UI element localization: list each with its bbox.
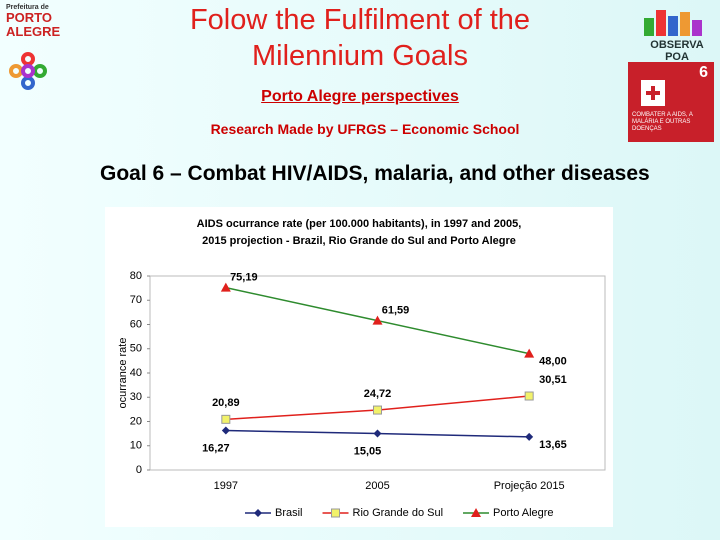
y-tick-label: 70 (130, 294, 142, 306)
legend-label: Rio Grande do Sul (353, 507, 444, 519)
logo-text: ALEGRE (6, 24, 61, 39)
logo-icon (9, 52, 47, 90)
x-tick-label: 1997 (214, 480, 238, 492)
data-label: 13,65 (539, 439, 567, 451)
goal-heading: Goal 6 – Combat HIV/AIDS, malaria, and o… (100, 162, 650, 185)
badge-icon (641, 80, 665, 106)
y-tick-label: 30 (130, 391, 142, 403)
data-point (524, 391, 534, 401)
data-label: 20,89 (212, 397, 240, 409)
y-tick-label: 40 (130, 367, 142, 379)
x-tick-label: 2005 (365, 480, 389, 492)
goal-badge: 6 COMBATER A AIDS, A MALÁRIA E OUTRAS DO… (628, 62, 714, 142)
logo-icon (644, 10, 702, 36)
chart-title: 2015 projection - Brazil, Rio Grande do … (202, 235, 516, 247)
data-label: 61,59 (382, 305, 410, 317)
legend-marker (331, 508, 341, 518)
data-point (220, 282, 231, 292)
y-tick-label: 0 (136, 464, 142, 476)
goal-number: 6 (699, 64, 708, 81)
logo-text: Prefeitura de (6, 4, 49, 11)
y-tick-label: 10 (130, 440, 142, 452)
chart-background (105, 207, 613, 527)
logo-porto-alegre: Prefeitura de PORTO ALEGRE (6, 4, 61, 98)
data-point (221, 426, 230, 435)
y-tick-label: 20 (130, 415, 142, 427)
logo-text: OBSERVA POA (650, 39, 704, 63)
y-axis-label: ocurrance rate (117, 338, 129, 409)
data-point (373, 405, 382, 415)
data-point (524, 348, 535, 358)
data-label: 15,05 (354, 445, 382, 457)
data-point (373, 429, 382, 438)
data-label: 30,51 (539, 374, 567, 386)
y-tick-label: 80 (130, 270, 142, 282)
y-tick-label: 60 (130, 318, 142, 330)
slide-subtitle: Porto Alegre perspectives (261, 88, 459, 105)
badge-text: COMBATER A AIDS, A MALÁRIA E OUTRAS DOEN… (632, 112, 693, 132)
data-point (525, 432, 534, 441)
x-tick-label: Projeção 2015 (494, 480, 565, 492)
legend-marker (254, 509, 262, 517)
slide-credit: Research Made by UFRGS – Economic School (210, 121, 520, 137)
data-label: 75,19 (230, 272, 258, 284)
data-point (221, 414, 231, 424)
logo-observa: OBSERVA POA (640, 6, 714, 63)
chart: AIDS ocurrance rate (per 100.000 habitan… (105, 207, 613, 527)
legend-label: Brasil (275, 507, 303, 519)
legend-marker (471, 508, 482, 517)
data-point (372, 315, 383, 325)
data-label: 48,00 (539, 356, 567, 368)
slide-title: Folow the Fulfilment of the Milennium Go… (189, 4, 531, 72)
logo-text: PORTO (6, 10, 52, 25)
y-tick-label: 50 (130, 343, 142, 355)
legend-label: Porto Alegre (493, 507, 554, 519)
data-label: 24,72 (364, 388, 392, 400)
chart-title: AIDS ocurrance rate (per 100.000 habitan… (197, 218, 522, 230)
data-label: 16,27 (202, 442, 230, 454)
